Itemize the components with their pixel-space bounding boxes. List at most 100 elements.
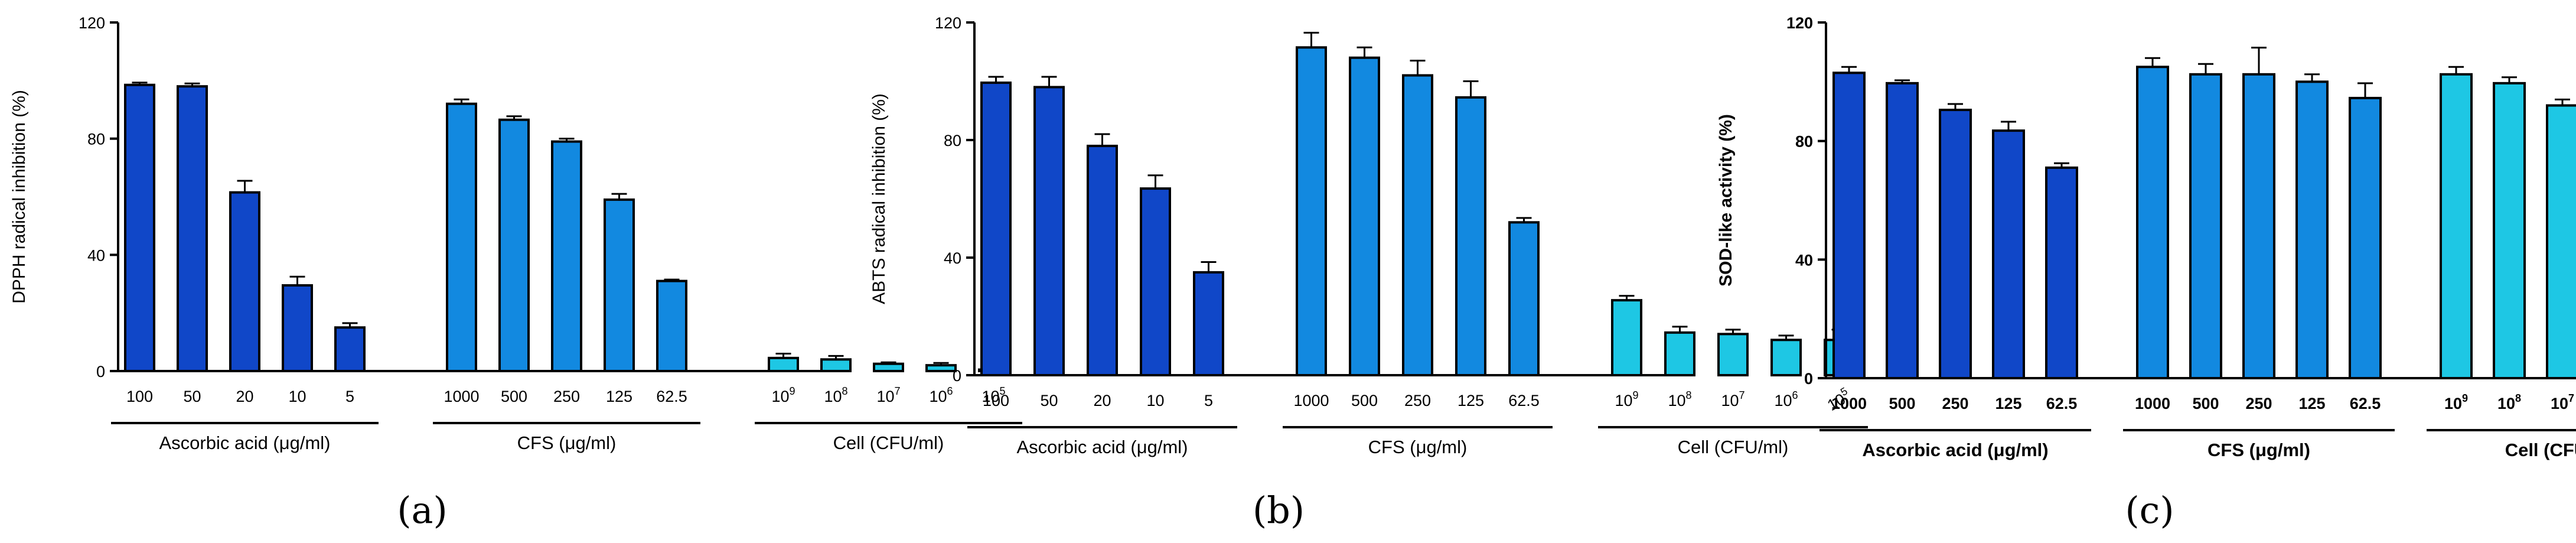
x-tick-label: 106 [929,385,953,405]
bar [551,140,582,372]
x-tick-label: 250 [2245,395,2272,412]
x-tick-label: 125 [2298,395,2325,412]
group-label: Cell (CFU/ml) [1678,437,1789,457]
bar [2440,73,2473,379]
bar [820,358,852,372]
group-label: Ascorbic acid (μg/ml) [159,433,330,453]
group-label: CFS (μg/ml) [2207,440,2310,460]
bar [1508,221,1540,376]
y-tick-label: 120 [935,14,961,32]
bar [282,284,313,373]
bar [1087,144,1118,376]
bar [2136,66,2169,379]
x-tick-label: 20 [1093,392,1111,409]
x-tick-label: 62.5 [1508,392,1540,409]
x-tick-label: 109 [2444,392,2468,412]
x-tick-label: 106 [1774,389,1798,409]
y-tick-label: 120 [1786,14,1813,32]
bar [2546,104,2576,379]
bar [1770,339,1802,376]
x-tick-label: 125 [1995,395,2021,412]
bar [1832,71,1866,380]
x-tick-label: 125 [1457,392,1484,409]
bar [768,356,799,372]
bar [2349,96,2382,380]
bar [656,279,687,373]
x-tick-label: 500 [501,388,527,405]
bar [1349,56,1380,376]
bar [1939,108,1972,379]
chart-panel-3: 0 40 80 120 SOD-like activity (%) 1000 500 250 1… [1716,14,2576,532]
y-axis-title: DPPH radical inhibition (%) [9,90,29,304]
x-tick-label: 500 [1889,395,1915,412]
x-tick-label: 109 [771,385,795,405]
bar [1886,82,1919,379]
x-tick-label: 100 [983,392,1009,409]
bar [1992,129,2025,379]
bar [1402,74,1433,377]
y-tick-label: 80 [1795,133,1813,151]
x-tick-label: 62.5 [2350,395,2381,412]
bar [980,81,1012,377]
x-tick-label: 250 [1942,395,1968,412]
x-tick-label: 10 [1146,392,1164,409]
bar [2189,73,2222,379]
group-label: CFS (μg/ml) [517,433,617,453]
bar [177,85,208,373]
bar [1717,333,1749,376]
y-tick-label: 80 [87,131,105,148]
y-tick-label: 0 [96,363,105,381]
bar [2045,166,2078,379]
x-tick-label: 5 [1204,392,1213,409]
bar [2493,82,2526,379]
x-tick-label: 1000 [1293,392,1329,409]
x-tick-label: 107 [1721,389,1744,409]
bar [925,364,957,373]
y-axis-title: ABTS radical inhibition (%) [869,93,889,304]
bar [2242,73,2275,379]
bar [1193,271,1224,376]
x-tick-label: 50 [1040,392,1058,409]
bar [1296,46,1327,377]
y-tick-label: 120 [79,14,105,32]
x-tick-label: 109 [1615,389,1638,409]
group-label: Cell (CFU/ml) [833,433,944,453]
x-tick-label: 250 [1404,392,1431,409]
bar [1611,299,1642,377]
bar [1455,96,1486,377]
x-tick-label: 125 [606,388,632,405]
group-label: Ascorbic acid (μg/ml) [1016,437,1188,457]
x-tick-label: 50 [183,388,201,405]
y-tick-label: 0 [1804,370,1813,388]
y-tick-label: 40 [944,249,961,267]
x-tick-label: 5 [345,388,354,405]
y-tick-label: 80 [944,132,961,149]
x-tick-label: 10 [288,388,306,405]
y-tick-label: 40 [1795,251,1813,269]
panel-label: (a) [397,489,447,532]
x-tick-label: 500 [1351,392,1378,409]
x-tick-label: 1000 [444,388,479,405]
bar [334,326,366,372]
x-tick-label: 107 [876,385,900,405]
group-label: Ascorbic acid (μg/ml) [1862,440,2048,460]
x-tick-label: 100 [126,388,153,405]
x-tick-label: 107 [2551,392,2574,412]
panel-label: (c) [2125,489,2174,532]
group-label: CFS (μg/ml) [1368,437,1468,457]
x-tick-label: 105 [982,385,1005,405]
x-tick-label: 62.5 [656,388,687,405]
bar [124,83,155,372]
x-tick-label: 250 [553,388,580,405]
panel-label: (b) [1253,489,1305,532]
y-axis-title: SOD-like activity (%) [1716,114,1736,287]
y-tick-label: 0 [953,367,961,385]
bar [1033,86,1065,376]
bar [604,198,635,372]
x-tick-label: 1000 [2135,395,2170,412]
bar [1140,187,1171,376]
x-tick-label: 108 [1668,389,1691,409]
